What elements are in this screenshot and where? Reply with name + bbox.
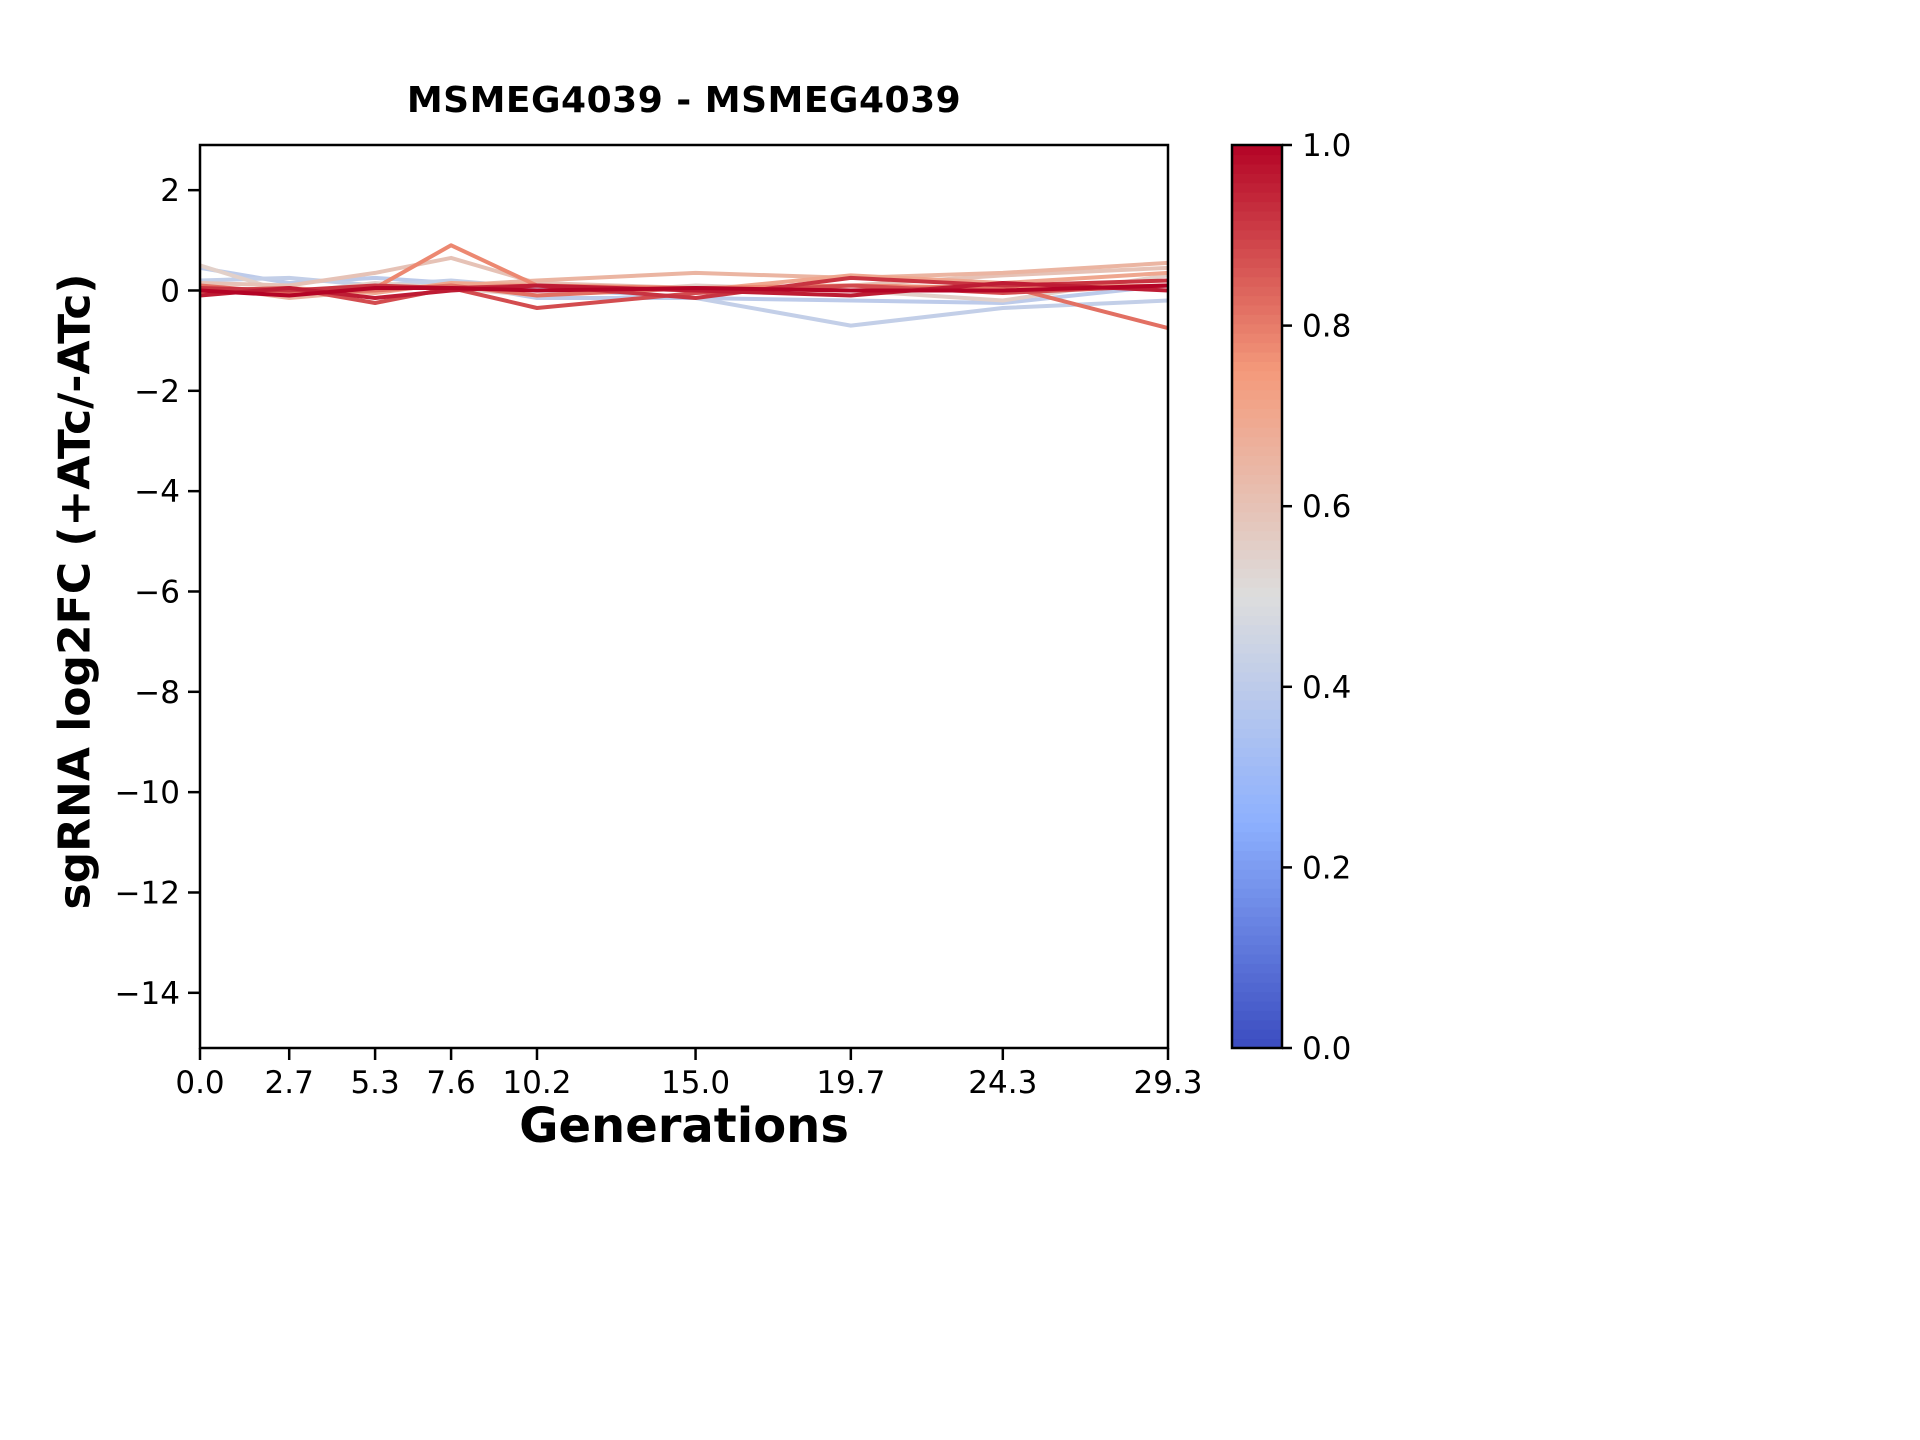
- x-tick-label: 29.3: [1133, 1065, 1202, 1101]
- y-tick-label: −2: [134, 374, 180, 410]
- x-tick-label: 24.3: [968, 1065, 1037, 1101]
- colorbar-tick-label: 0.2: [1302, 850, 1351, 886]
- y-tick-label: −10: [115, 775, 180, 811]
- chart-title: MSMEG4039 - MSMEG4039: [406, 80, 962, 121]
- y-tick-label: −14: [115, 976, 180, 1012]
- sgRNA-line: [200, 260, 1168, 300]
- colorbar-tick-label: 0.0: [1302, 1031, 1351, 1067]
- colorbar: 0.0 0.2 0.4 0.6 0.8 1.0: [1230, 128, 1351, 1067]
- y-tick-label: −12: [115, 875, 180, 911]
- y-tick-label: 2: [160, 173, 180, 209]
- y-tick-label: −4: [134, 474, 180, 510]
- line-series-group: [200, 243, 1168, 331]
- x-axis-label: Generations: [519, 1098, 849, 1154]
- y-tick-label: 0: [160, 273, 180, 309]
- colorbar-tick-label: 0.6: [1302, 489, 1351, 525]
- colorbar-tick-label: 1.0: [1302, 128, 1351, 164]
- axes-box: [198, 143, 1170, 1050]
- x-tick-label: 19.7: [816, 1065, 885, 1101]
- x-tick-label: 15.0: [661, 1065, 730, 1101]
- colorbar-border: [1230, 143, 1284, 1050]
- x-tick-label: 0.0: [175, 1065, 224, 1101]
- y-tick-label: −6: [134, 574, 180, 610]
- x-tick-label: 5.3: [350, 1065, 399, 1101]
- colorbar-tick-label: 0.8: [1302, 309, 1351, 345]
- x-tick-label: 2.7: [265, 1065, 314, 1101]
- x-tick-label: 10.2: [502, 1065, 571, 1101]
- x-tick-label: 7.6: [426, 1065, 475, 1101]
- y-tick-label: −8: [134, 675, 180, 711]
- colorbar-tick-label: 0.4: [1302, 670, 1351, 706]
- sgRNA-line: [200, 283, 1168, 298]
